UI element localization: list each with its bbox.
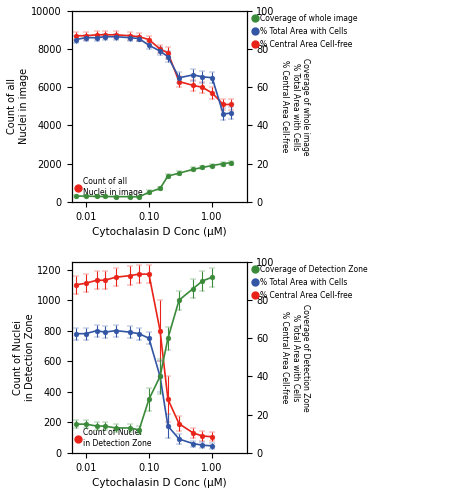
Y-axis label: Coverage of Detection Zone
% Total Area with Cells
% Central Area Cell-free: Coverage of Detection Zone % Total Area … xyxy=(280,303,310,411)
Y-axis label: Count of Nuclei
in Detection Zone: Count of Nuclei in Detection Zone xyxy=(13,313,34,401)
Legend: Coverage of Detection Zone, % Total Area with Cells, % Central Area Cell-free: Coverage of Detection Zone, % Total Area… xyxy=(250,262,371,302)
X-axis label: Cytochalasin D Conc (μM): Cytochalasin D Conc (μM) xyxy=(92,227,226,237)
X-axis label: Cytochalasin D Conc (μM): Cytochalasin D Conc (μM) xyxy=(92,478,226,488)
Legend: Count of all
Nuclei in image: Count of all Nuclei in image xyxy=(73,174,146,200)
Y-axis label: Count of all
Nuclei in image: Count of all Nuclei in image xyxy=(7,68,28,145)
Y-axis label: Coverage of whole image
% Total Area with Cells
% Central Area Cell-free: Coverage of whole image % Total Area wit… xyxy=(280,57,310,155)
Legend: Coverage of whole image, % Total Area with Cells, % Central Area Cell-free: Coverage of whole image, % Total Area wi… xyxy=(250,11,360,51)
Legend: Count of Nuclei
in Detection Zone: Count of Nuclei in Detection Zone xyxy=(73,425,155,451)
